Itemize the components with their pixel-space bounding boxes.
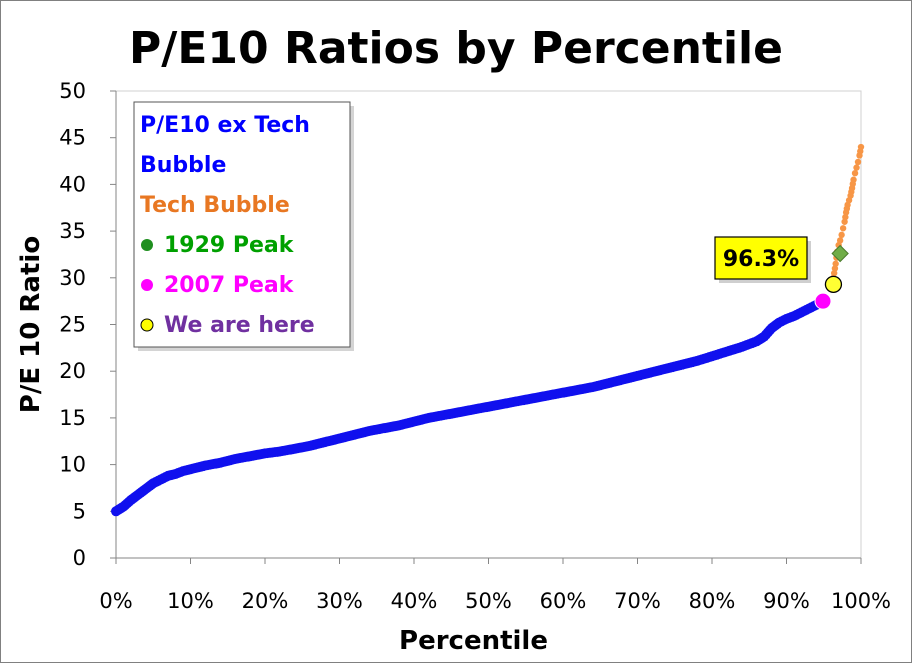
series-tech-bubble-point [854, 158, 862, 166]
series-tech-bubble-point [836, 237, 844, 244]
legend-box [133, 101, 351, 348]
x-axis-title: Percentile [399, 626, 548, 656]
legend-entry-label: 1929 Peak [164, 233, 295, 258]
y-tick-label: 5 [73, 499, 86, 523]
legend-entry-label: Tech Bubble [140, 193, 290, 218]
series-tech-bubble-point [853, 164, 860, 171]
x-tick-label: 20% [242, 589, 289, 613]
x-tick-label: 30% [316, 589, 363, 613]
series-tech-bubble-point [839, 225, 847, 232]
callout-box [714, 236, 808, 280]
x-tick-label: 90% [763, 589, 810, 613]
series-tech-bubble-point [838, 231, 845, 239]
y-tick-label: 50 [59, 79, 86, 103]
x-tick-label: 10% [167, 589, 214, 613]
x-tick-label: 80% [689, 589, 736, 613]
callout-label: 96.3% [723, 247, 799, 272]
legend-marker [140, 318, 154, 332]
legend-marker [141, 279, 153, 291]
legend-entry-label: Bubble [140, 153, 226, 178]
y-tick-label: 0 [73, 546, 86, 570]
x-tick-label: 100% [831, 589, 891, 613]
x-tick-label: 70% [614, 589, 661, 613]
x-tick-label: 60% [540, 589, 587, 613]
y-tick-label: 40 [59, 172, 86, 196]
y-axis-title: P/E 10 Ratio [16, 236, 46, 413]
x-tick-label: 0% [99, 589, 132, 613]
legend-entry-label: We are here [164, 313, 315, 338]
y-tick-label: 20 [59, 359, 86, 383]
y-tick-label: 30 [59, 266, 86, 290]
y-tick-label: 25 [59, 313, 86, 337]
y-tick-label: 35 [59, 219, 86, 243]
marker-1929-peak [831, 244, 849, 263]
chart-title: P/E10 Ratios by Percentile [129, 23, 783, 74]
series-tech-bubble-point [857, 143, 865, 151]
marker-we-are-here [824, 275, 843, 293]
legend-marker [141, 239, 153, 251]
legend-entry-label: P/E10 ex Tech [140, 113, 310, 138]
x-tick-label: 40% [391, 589, 438, 613]
series-tech-bubble-point [832, 260, 839, 267]
y-tick-label: 15 [59, 406, 86, 430]
marker-2007-peak [814, 292, 832, 310]
y-tick-label: 10 [59, 453, 86, 477]
series-tech-bubble-point [851, 169, 859, 177]
x-tick-label: 50% [465, 589, 512, 613]
y-tick-label: 45 [59, 126, 86, 150]
series-tech-bubble-point [850, 176, 857, 183]
legend-entry-label: 2007 Peak [164, 273, 295, 298]
